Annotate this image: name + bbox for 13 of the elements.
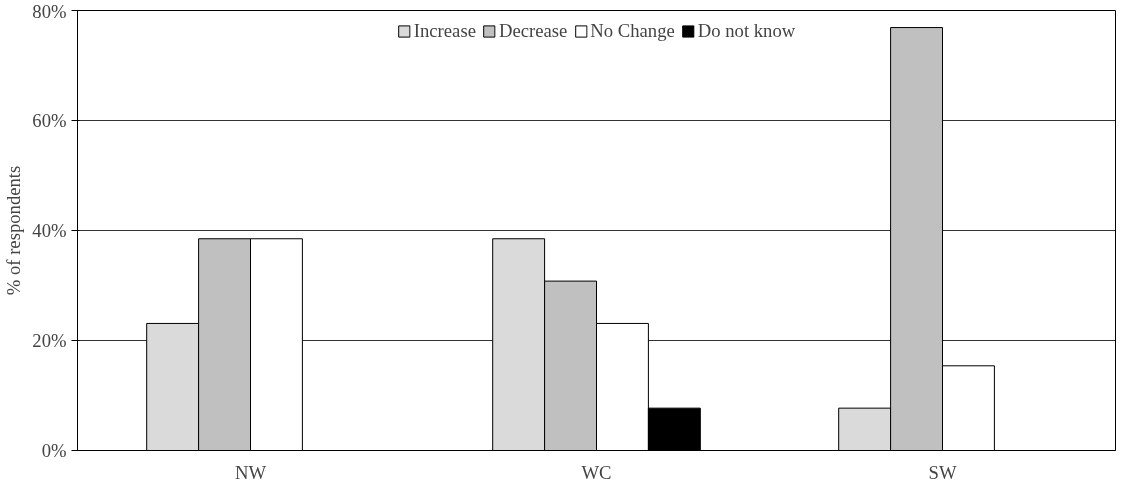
y-tick-label: 60% [32, 110, 67, 131]
legend-label: Increase [413, 20, 476, 42]
x-tick-label: WC [581, 461, 612, 483]
legend-label: Decrease [498, 20, 568, 42]
x-tick-label: SW [928, 461, 957, 483]
y-axis-title: % of respondents [3, 165, 25, 296]
y-tick-label: 0% [41, 440, 67, 461]
y-tick-label: 20% [32, 330, 67, 351]
legend-label: Do not know [697, 20, 796, 42]
legend-label: No Change [590, 20, 675, 42]
y-tick-label: 80% [32, 0, 67, 22]
x-tick-label: NW [234, 461, 267, 483]
y-tick-label: 40% [32, 220, 67, 241]
